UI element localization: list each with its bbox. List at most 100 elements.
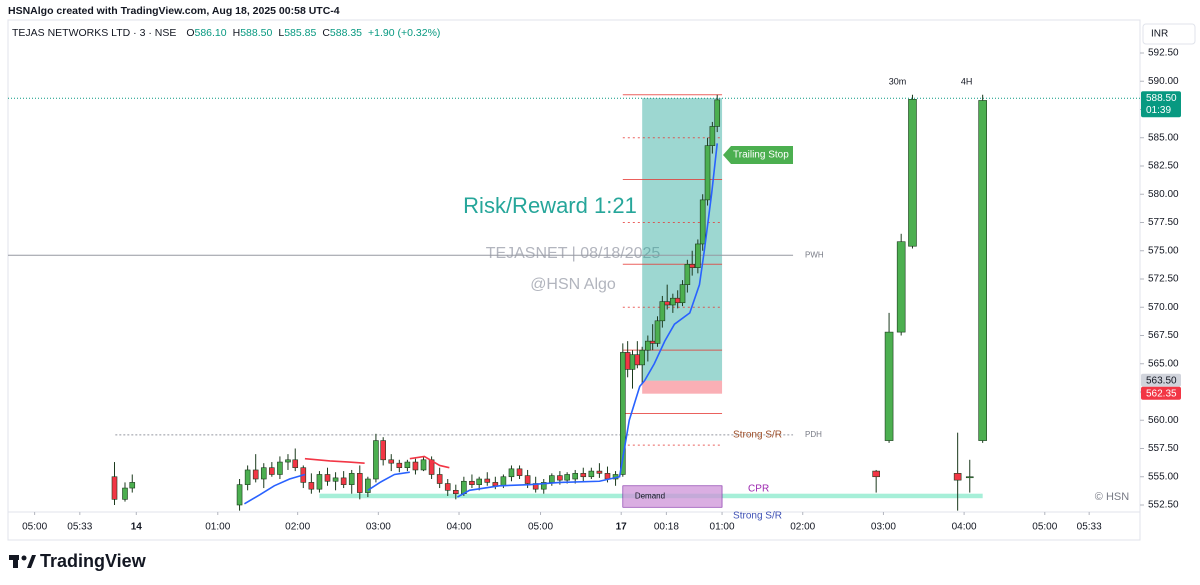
x-tick-label: 05:00 — [22, 522, 47, 533]
candle-body — [674, 297, 681, 304]
candle-body — [316, 474, 323, 490]
x-tick-label: 05:33 — [67, 522, 92, 533]
ohlc-value: 588.35 — [330, 27, 362, 39]
credit: HSNAlgo created with TradingView.com, Au… — [8, 5, 340, 17]
candle-body — [444, 483, 451, 491]
trend-line — [367, 471, 410, 491]
price-tag — [1141, 91, 1181, 118]
candle-body — [704, 145, 711, 201]
candle-body — [699, 199, 706, 245]
candle-body — [649, 340, 656, 344]
candle-body — [572, 473, 579, 480]
ohlc-key: C — [322, 27, 330, 39]
candle-body — [260, 467, 267, 480]
candle-body — [896, 241, 906, 333]
ohlc-value: 588.50 — [240, 27, 272, 39]
y-tick-label: 557.50 — [1148, 443, 1179, 454]
candle-body — [689, 264, 696, 268]
candle-body — [639, 349, 645, 366]
x-tick-label: 17 — [616, 522, 628, 533]
y-tick-label: 570.00 — [1148, 302, 1179, 313]
y-tick-label: 590.00 — [1148, 76, 1179, 87]
currency-button[interactable] — [1142, 23, 1196, 45]
brand-logo — [9, 555, 36, 568]
candle-body — [540, 482, 547, 490]
candle-body — [324, 474, 331, 482]
candle-body — [340, 477, 347, 485]
candle-body — [604, 473, 611, 480]
candle-body — [244, 469, 251, 485]
currency[interactable]: INR — [1151, 29, 1168, 40]
candle-body — [111, 476, 118, 500]
y-tick-label: 580.00 — [1148, 189, 1179, 200]
y-tick-label: 582.50 — [1148, 161, 1179, 172]
brand: TradingView — [40, 551, 147, 571]
level-label: PWH — [805, 250, 824, 259]
strong-sr-label: Strong S/R — [733, 430, 782, 441]
candle-body — [380, 440, 386, 461]
y-tick-label: 575.00 — [1148, 245, 1179, 256]
candle-body — [714, 99, 721, 127]
change: +1.90 (+0.32%) — [368, 27, 440, 39]
cpr-label: CPR — [748, 483, 769, 494]
candle-body — [516, 468, 523, 476]
price-tag-label: 588.50 — [1146, 93, 1177, 104]
y-tick-label: 565.00 — [1148, 358, 1179, 369]
candle-body — [564, 474, 570, 481]
trend-line — [409, 455, 450, 469]
candle-body — [292, 459, 299, 469]
demand-label: Demand — [635, 492, 665, 501]
candle-body — [236, 484, 243, 506]
candle-body — [388, 459, 395, 464]
x-tick-label: 03:00 — [871, 522, 896, 533]
y-tick-label: 567.50 — [1148, 330, 1179, 341]
trend-line — [304, 457, 365, 464]
candle-body — [953, 473, 962, 481]
plot-area: PWH PDH Strong S/R CPR Strong S/R Demand 30m 4H — [8, 76, 1140, 522]
candle-body — [285, 459, 291, 463]
candle-body — [332, 477, 339, 482]
price-tag-label: 563.50 — [1146, 375, 1177, 386]
candle-body — [645, 340, 651, 351]
candle-body — [404, 461, 411, 469]
level-label: PDH — [805, 430, 822, 439]
candle-body — [684, 264, 691, 285]
price-tag-label: 562.35 — [1146, 388, 1177, 399]
x-tick-label: 02:00 — [285, 522, 310, 533]
candle-body — [588, 470, 595, 478]
label-box — [723, 146, 793, 164]
x-tick-label: 04:00 — [952, 522, 977, 533]
candle-body — [122, 487, 128, 500]
x-tick-label: 00:18 — [654, 522, 679, 533]
candle-body — [500, 476, 507, 487]
x-tick-label: 14 — [131, 522, 143, 533]
trend-line — [243, 473, 306, 505]
y-tick-label: 577.50 — [1148, 217, 1179, 228]
candle-body — [396, 462, 403, 469]
ohlc-key: O — [186, 27, 194, 39]
candle-body — [884, 331, 894, 441]
trend-line — [457, 143, 719, 498]
candle-body — [549, 475, 555, 483]
trailing-stop: Trailing Stop — [733, 150, 789, 161]
candle-body — [659, 301, 666, 322]
ohlc-key: H — [233, 27, 241, 39]
candle-body — [469, 480, 475, 485]
y-tick-label: 592.50 — [1148, 48, 1179, 59]
symbol: TEJAS NETWORKS LTD · 3 · NSE — [12, 27, 176, 39]
watermark: Risk/Reward 1:21 — [463, 193, 637, 218]
candle-body — [373, 440, 379, 480]
candle-body — [412, 461, 419, 471]
candle-body — [654, 320, 661, 344]
candle-body — [452, 490, 459, 494]
y-tick-label: 585.00 — [1148, 132, 1179, 143]
y-tick-label: 560.00 — [1148, 415, 1179, 426]
strong-sr-label: Strong S/R — [733, 511, 782, 522]
candle-body — [436, 474, 443, 484]
timeframe-label: 30m — [889, 76, 907, 86]
y-tick-label: 555.00 — [1148, 471, 1179, 482]
candle-body — [348, 473, 355, 485]
candle-body — [356, 473, 363, 493]
legend: TEJAS NETWORKS LTD · 3 · NSE O586.10 H588.… — [12, 27, 440, 39]
